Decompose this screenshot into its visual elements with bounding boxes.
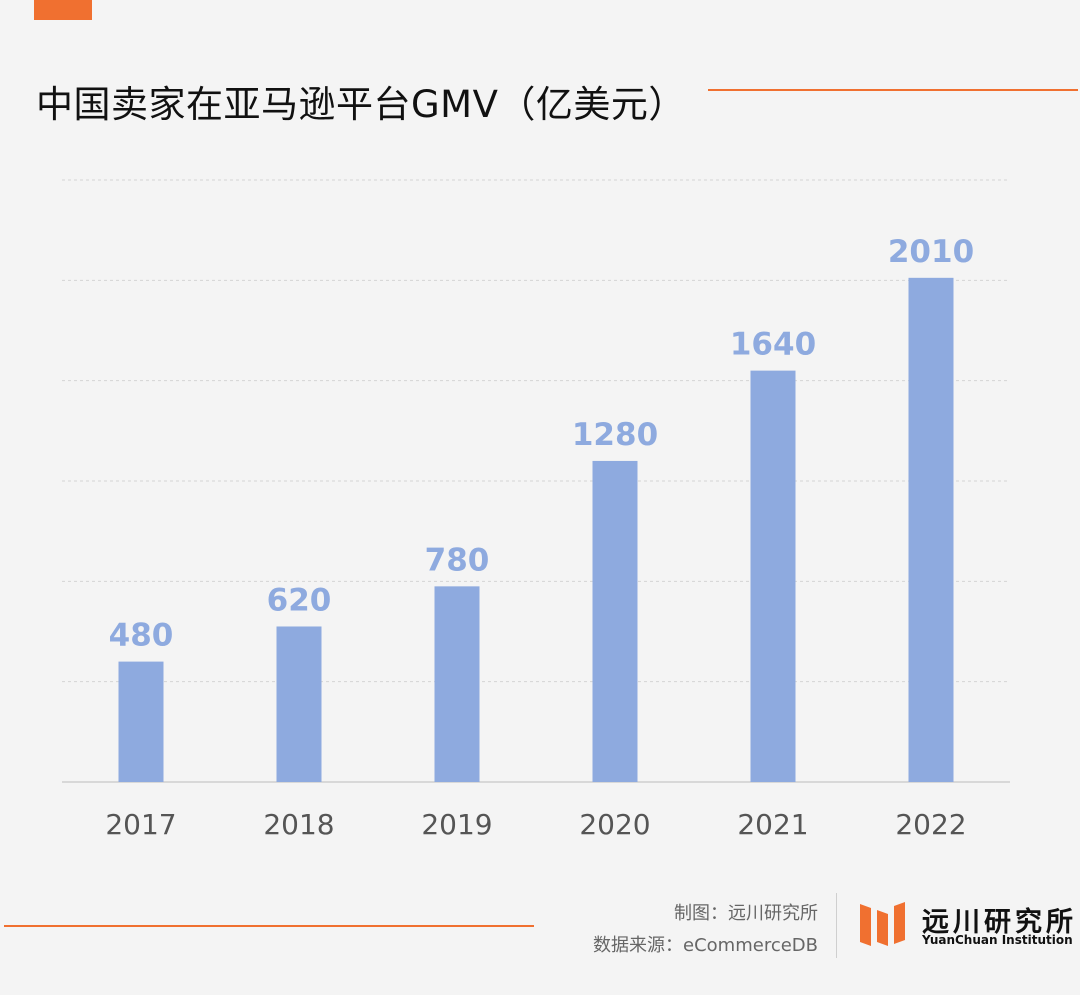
data-label-2022: 2010 bbox=[888, 234, 974, 270]
logo-name-en: YuanChuan Institution bbox=[922, 933, 1073, 947]
bar-2019 bbox=[434, 586, 480, 782]
title-accent-line bbox=[708, 89, 1078, 91]
bar-2017 bbox=[118, 661, 164, 782]
chart-title: 中国卖家在亚马逊平台GMV（亿美元） bbox=[36, 83, 686, 126]
data-label-2018: 620 bbox=[267, 582, 332, 618]
bar-chart: 480 2017 620 2018 780 2019 1280 2020 1640 2021 201… bbox=[62, 179, 1010, 841]
x-tick-label-2022: 2022 bbox=[895, 808, 966, 841]
x-tick-label-2017: 2017 bbox=[105, 808, 176, 841]
footer-credit: 制图：远川研究所 数据来源：eCommerceDB bbox=[593, 898, 818, 962]
data-label-2020: 1280 bbox=[572, 417, 658, 453]
x-tick-label-2019: 2019 bbox=[421, 808, 492, 841]
footer-divider bbox=[836, 893, 837, 958]
x-tick-label-2020: 2020 bbox=[579, 808, 650, 841]
data-label-2019: 780 bbox=[425, 542, 490, 578]
x-tick-label-2018: 2018 bbox=[263, 808, 334, 841]
bar-2021 bbox=[750, 370, 796, 782]
bar-2018 bbox=[276, 626, 322, 782]
yuanchuan-logo: 远川研究所 YuanChuan Institution bbox=[860, 900, 1075, 952]
footer-accent-line bbox=[4, 925, 534, 927]
data-label-2021: 1640 bbox=[730, 327, 816, 363]
credit-maker: 制图：远川研究所 bbox=[674, 903, 818, 924]
bar-2022 bbox=[908, 277, 954, 782]
logo-bars-icon bbox=[860, 902, 905, 946]
credit-source: 数据来源：eCommerceDB bbox=[593, 935, 818, 956]
data-label-2017: 480 bbox=[109, 618, 174, 654]
top-accent-bar bbox=[34, 0, 92, 20]
x-tick-label-2021: 2021 bbox=[737, 808, 808, 841]
bar-2020 bbox=[592, 460, 638, 782]
logo-name-cn: 远川研究所 bbox=[922, 907, 1077, 938]
